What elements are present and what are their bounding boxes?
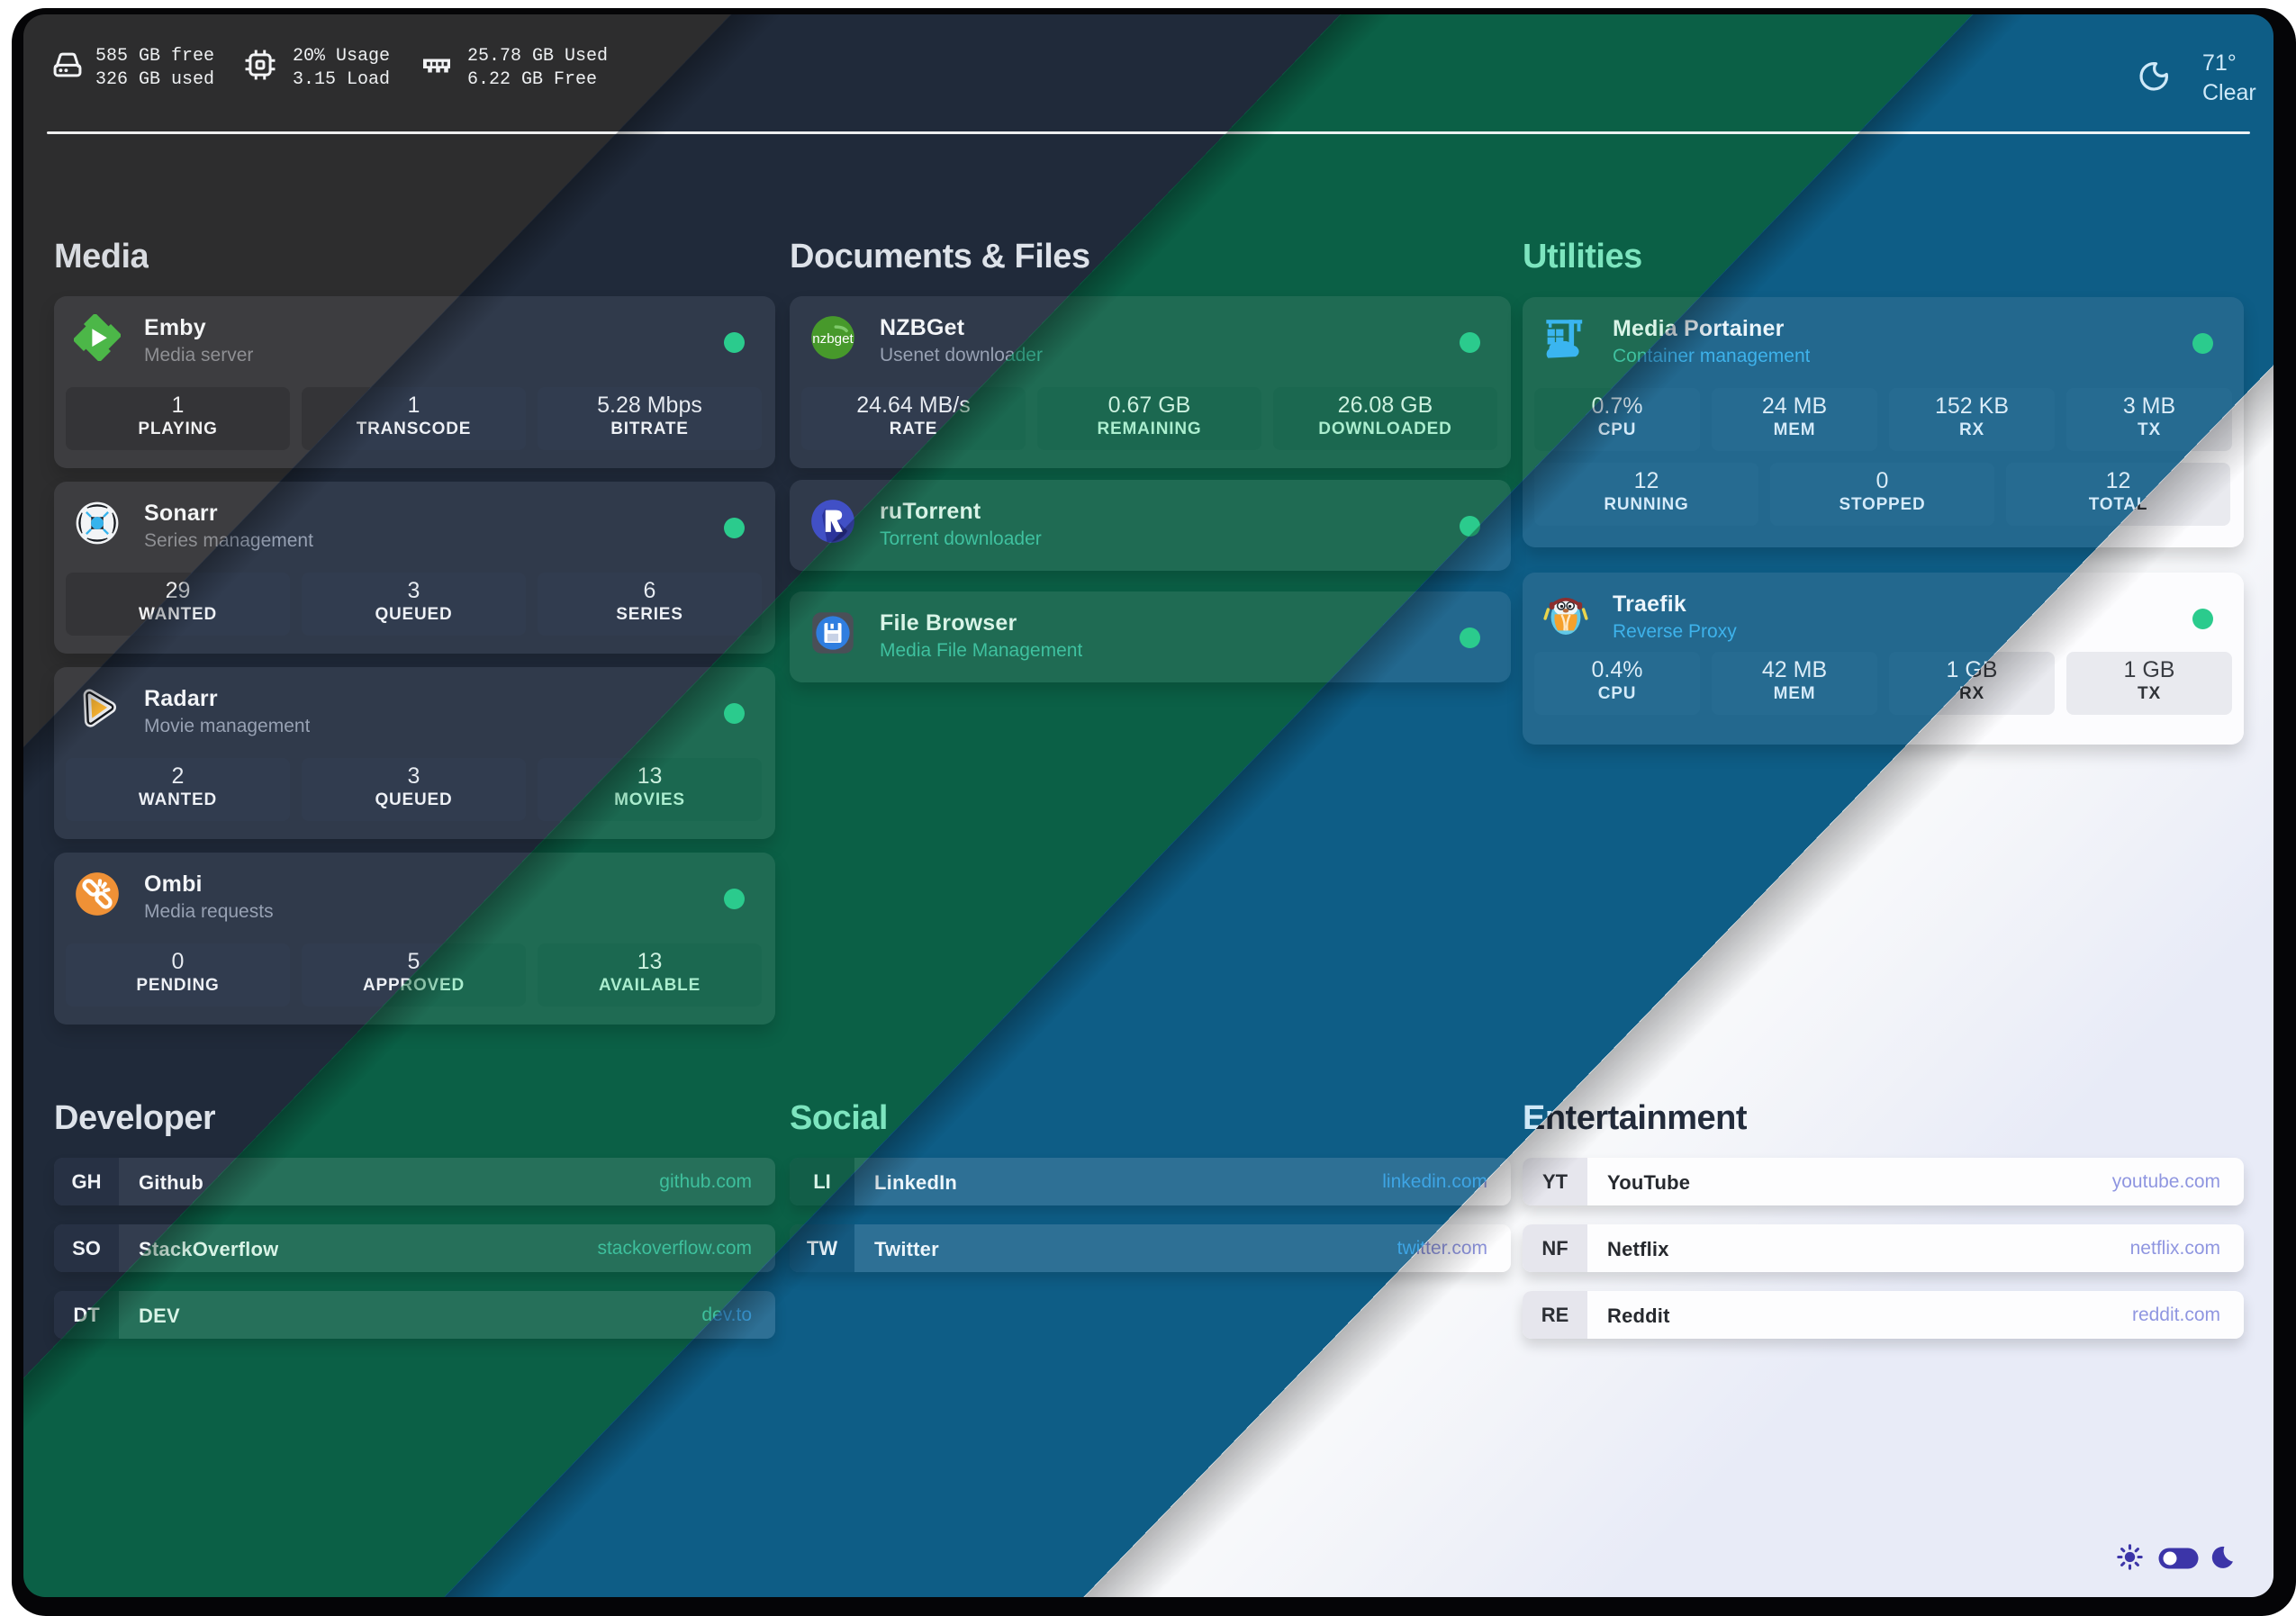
svg-text:nzbget: nzbget [812,331,854,347]
